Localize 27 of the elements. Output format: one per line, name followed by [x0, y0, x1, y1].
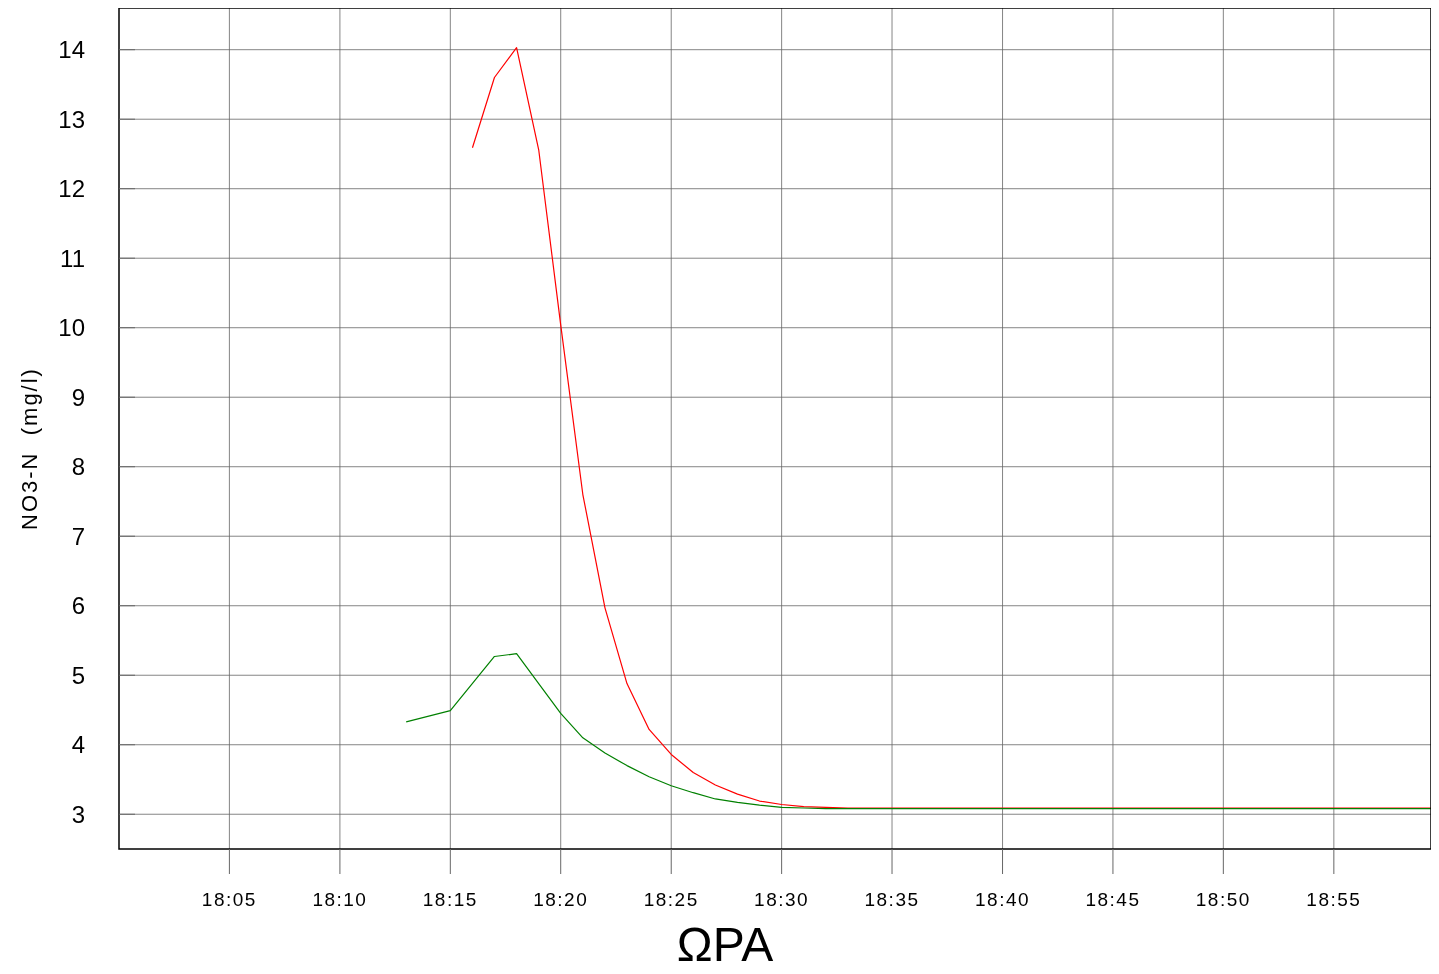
x-tick-label: 18:45: [1085, 889, 1141, 910]
line-series: [471, 47, 1431, 809]
y-tick-label: 9: [71, 383, 85, 411]
x-tick-label: 18:05: [201, 889, 257, 910]
x-tick-label: 18:50: [1195, 889, 1251, 910]
y-tick-label: 5: [71, 661, 85, 689]
x-axis-title: ΩΡΑ: [676, 918, 774, 971]
x-tick-label: 18:55: [1306, 889, 1362, 910]
x-tick-label: 18:35: [864, 889, 920, 910]
y-tick-label: 8: [71, 453, 85, 481]
x-tick-label: 18:40: [975, 889, 1031, 910]
y-tick-label: 10: [58, 314, 85, 342]
y-tick-label: 13: [58, 105, 85, 133]
y-tick-label: 6: [71, 592, 85, 620]
y-tick-label: 4: [71, 731, 85, 759]
y-axis-title: NO3-N (mg/l): [17, 367, 42, 530]
x-tick-label: 18:15: [422, 889, 478, 910]
line-series: [405, 653, 1431, 810]
y-tick-label: 11: [60, 244, 85, 272]
x-tick-label: 18:25: [643, 889, 699, 910]
x-tick-label: 18:20: [533, 889, 589, 910]
y-tick-label: 12: [58, 175, 85, 203]
y-tick-label: 7: [71, 522, 85, 550]
x-tick-label: 18:10: [312, 889, 368, 910]
x-tick-label: 18:30: [754, 889, 810, 910]
y-tick-label: 14: [58, 36, 85, 64]
y-tick-label: 3: [71, 800, 85, 828]
